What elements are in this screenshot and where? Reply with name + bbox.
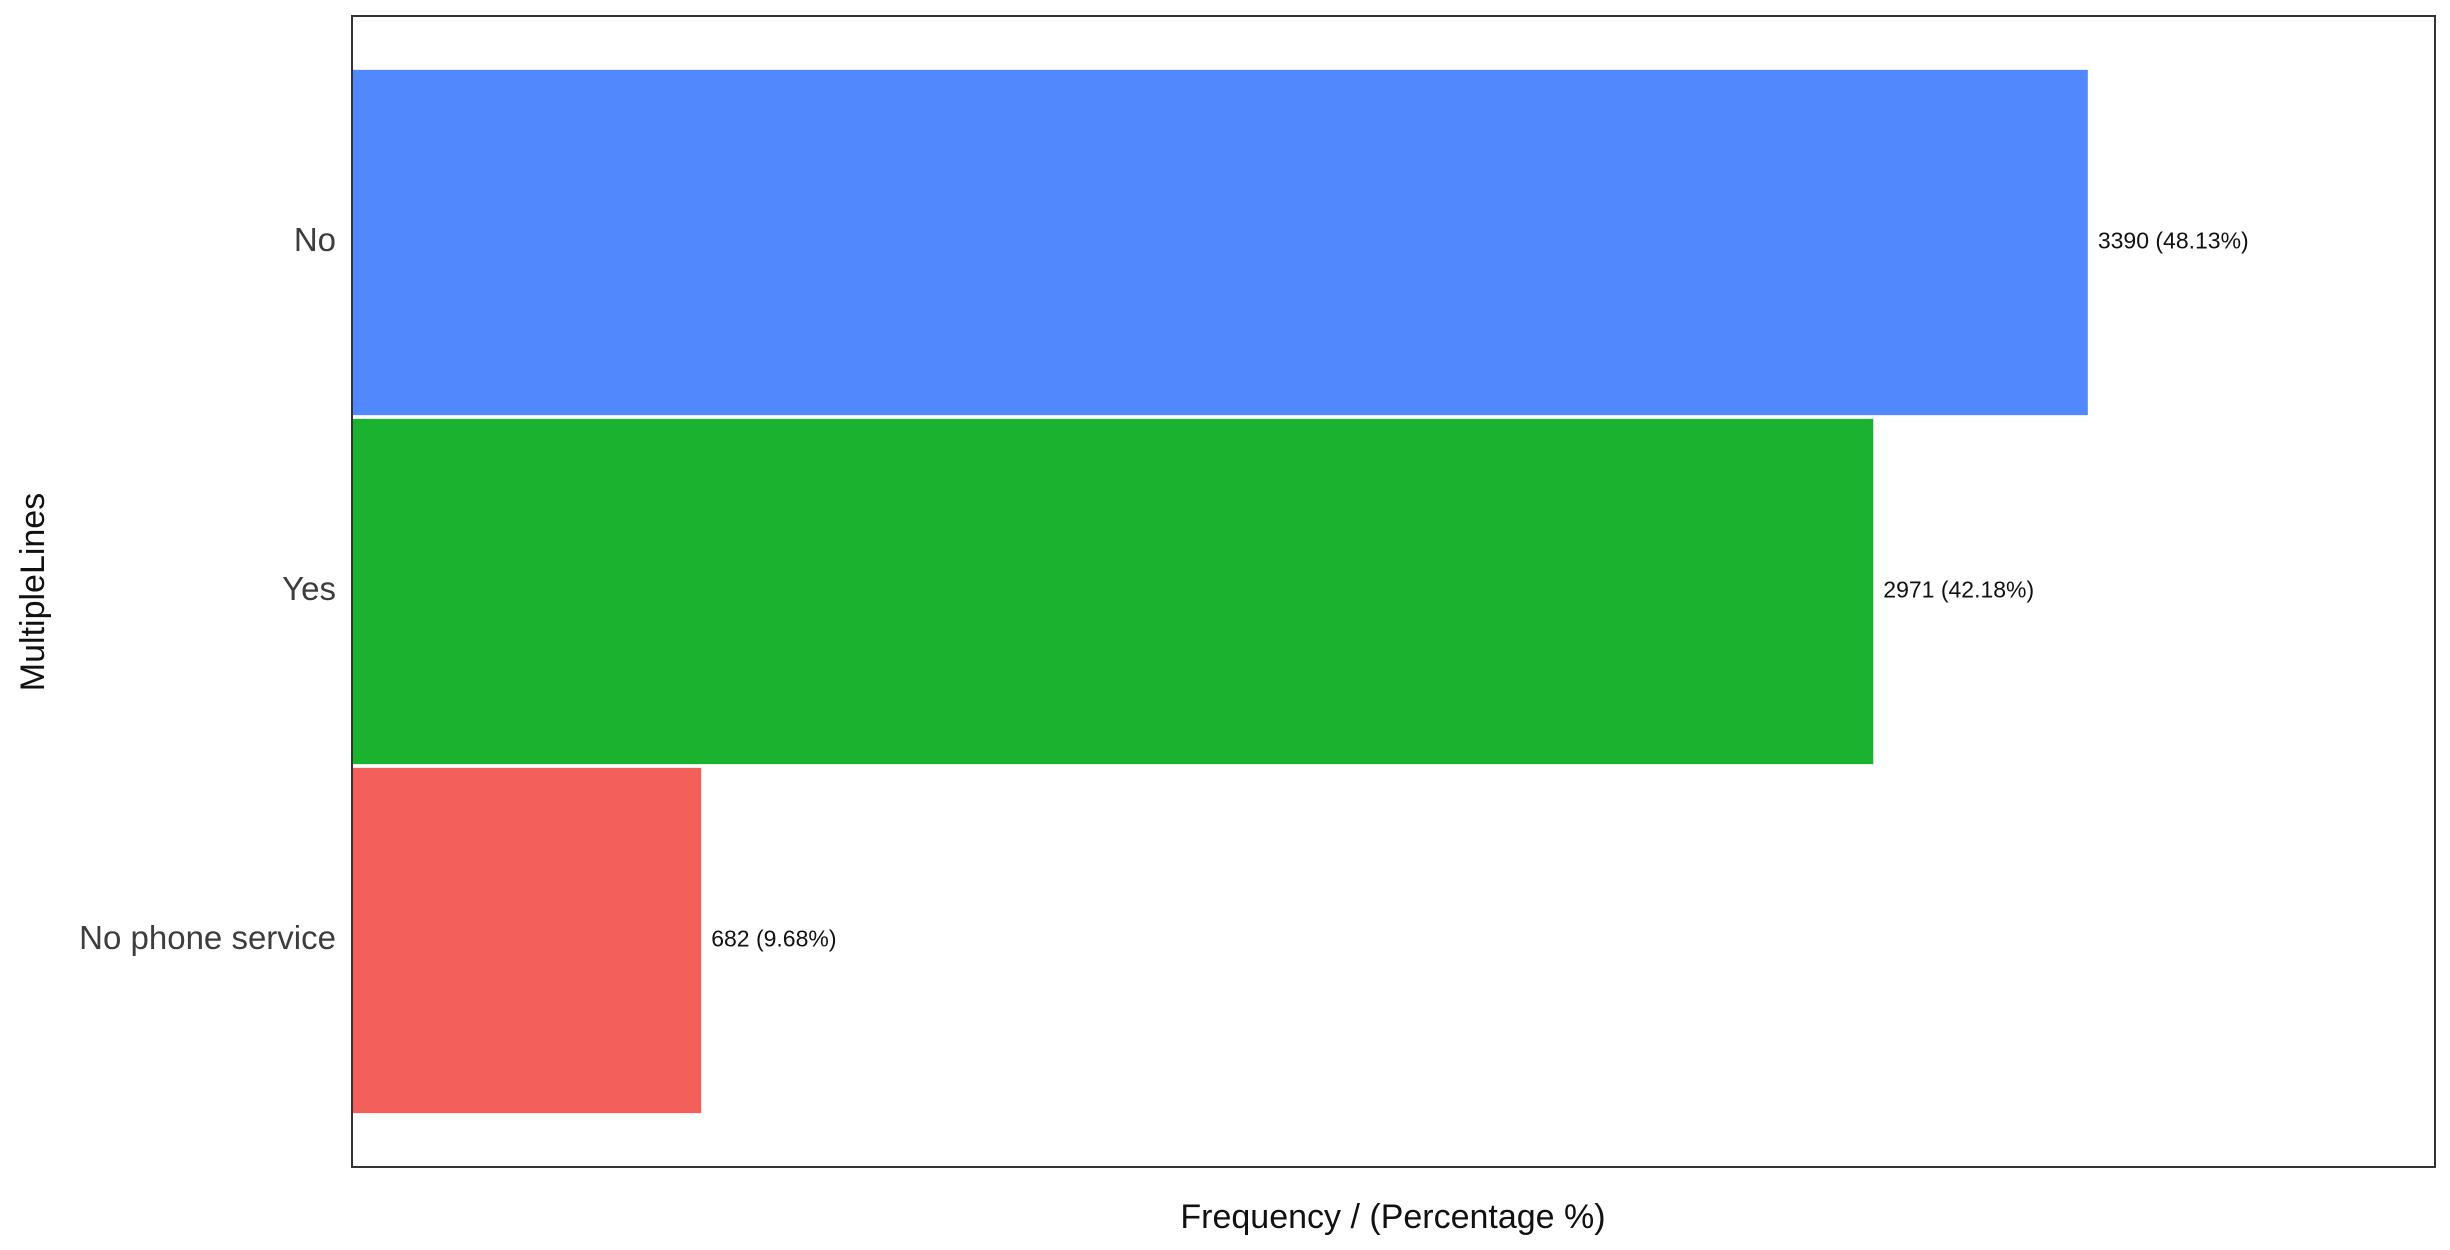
- y-axis-title: MultipleLines: [14, 493, 52, 691]
- bar-data-label: 3390 (48.13%): [2098, 228, 2249, 254]
- category-tick-label: No: [294, 221, 336, 258]
- bar-yes: [353, 418, 1874, 765]
- labels-layer: No 3390 (48.13%) Yes 2971 (42.18%) No phone …: [79, 221, 2249, 956]
- bar-no: [353, 69, 2088, 416]
- category-tick-label: Yes: [282, 570, 336, 607]
- bar-no-phone-service: [353, 767, 702, 1114]
- bars-layer: [353, 69, 2088, 1114]
- bar-data-label: 682 (9.68%): [711, 926, 836, 952]
- plot-panel-border: [351, 15, 2436, 1168]
- category-tick-label: No phone service: [79, 919, 336, 956]
- x-axis-title: Frequency / (Percentage %): [1180, 1198, 1605, 1236]
- bar-data-label: 2971 (42.18%): [1883, 577, 2034, 603]
